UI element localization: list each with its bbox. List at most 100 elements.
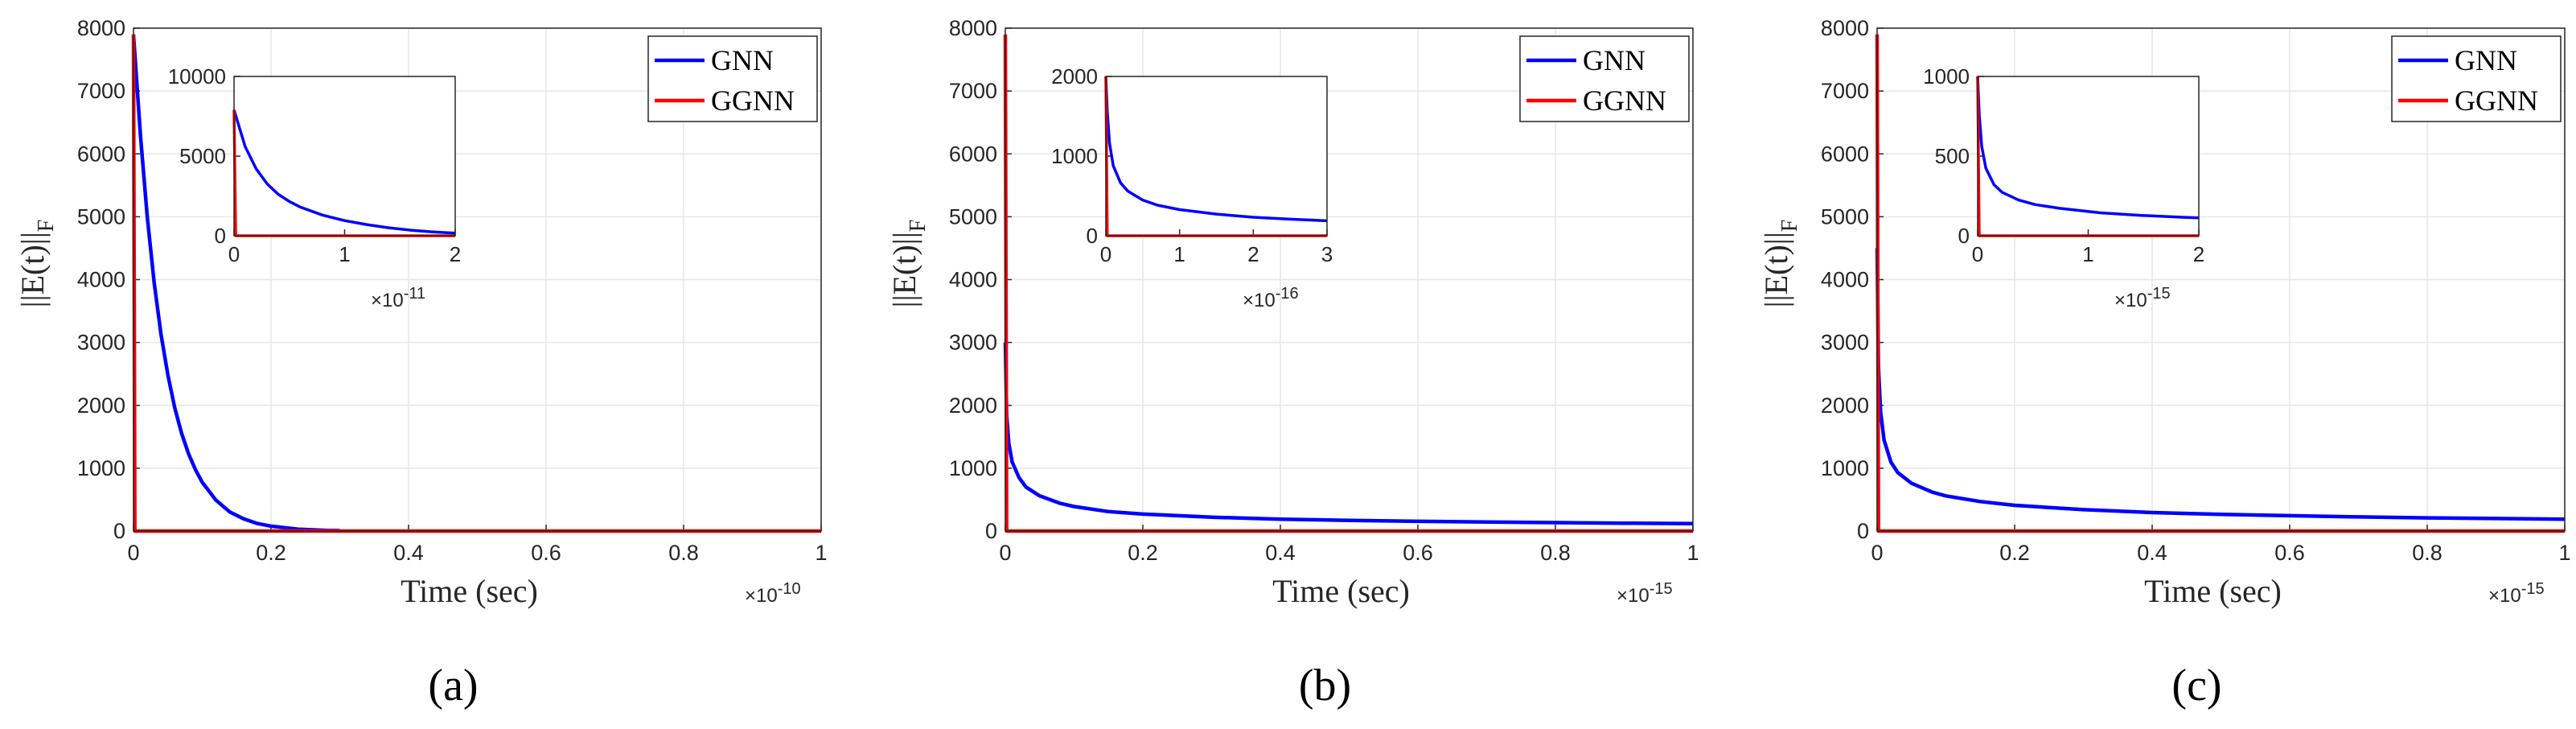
panel-a-inset-y-tick-label: 10000 (168, 64, 226, 89)
panel-c-axes-frame (1876, 27, 2566, 532)
panel-c-y-tick-label: 6000 (1821, 142, 1869, 166)
panel-a-x-tick-label: 0 (127, 541, 139, 565)
panel-b-axes-frame (1005, 27, 1694, 532)
panel-a-x-tick-label: 0.6 (531, 541, 561, 565)
panel-c-caption: (c) (2171, 661, 2221, 710)
panel-a-y-tick-label: 5000 (77, 204, 125, 229)
panel-b-inset: 0 1 2 3 0 1000 2000 ×10-16 (1051, 64, 1333, 311)
panel-c-inset-x-tick-label: 1 (2082, 242, 2093, 266)
panel-b-x-tick-label: 0.6 (1403, 541, 1433, 565)
panel-b-y-tick-label: 8000 (949, 16, 997, 40)
panel-b-x-tick-label: 1 (1687, 541, 1699, 565)
panel-b-y-axis-label: ||E(t)||F (886, 220, 931, 308)
panel-b-legend-label-ggnn: GGNN (1583, 84, 1666, 117)
panel-a-inset: 0 1 2 0 5000 10000 ×10-11 (168, 64, 462, 311)
panel-c-y-tick-label: 2000 (1821, 393, 1869, 418)
panel-a-y-tick-label: 6000 (77, 142, 125, 166)
panel-b-inset-axes-frame (1105, 76, 1328, 237)
panel-c-legend (2391, 35, 2562, 122)
panel-b-inset-plot-area (1106, 76, 1327, 236)
panel-b-x-tick-label: 0.8 (1540, 541, 1571, 565)
panel-c-x-tick-label: 0.4 (2137, 541, 2167, 565)
panel-b-y-tick-label: 6000 (949, 142, 997, 166)
panel-c-inset-y-tick-label: 0 (1958, 224, 1970, 248)
panel-b-inset-x-tick-label: 3 (1321, 242, 1333, 266)
panel-a-y-tick-label: 4000 (77, 268, 125, 292)
panel-b-legend-label-gnn: GNN (1583, 44, 1645, 76)
panel-b-x-tick-label: 0.4 (1265, 541, 1296, 565)
panel-a-legend (647, 35, 818, 122)
panel-c-x-tick-label: 0 (1871, 541, 1883, 565)
panel-c-y-tick-label: 7000 (1821, 79, 1869, 103)
panel-a-x-tick-label: 0.2 (256, 541, 286, 565)
panel-c-inset-x-multiplier: ×10-15 (2114, 285, 2171, 311)
panel-c-legend-label-ggnn: GGNN (2455, 84, 2538, 117)
panel-b-y-tick-label: 5000 (949, 204, 997, 229)
panel-c-y-axis-label: ||E(t)||F (1758, 220, 1802, 308)
panel-c-y-tick-label: 3000 (1821, 331, 1869, 355)
panel-b-inset-y-tick-label: 0 (1087, 224, 1098, 248)
panel-a-inset-x-tick-label: 0 (228, 242, 240, 266)
panel-a-inset-y-tick-label: 0 (215, 224, 226, 248)
panel-b-x-multiplier: ×10-15 (1617, 580, 1673, 607)
panel-b-x-tick-label: 0.2 (1128, 541, 1158, 565)
panel-b-y-tick-label: 1000 (949, 456, 997, 480)
panel-a-y-axis-label: ||E(t)||F (14, 220, 59, 308)
panel-c-y-tick-label: 1000 (1821, 456, 1869, 480)
panel-b-y-tick-label: 3000 (949, 331, 997, 355)
panel-c-x-tick-label: 0.8 (2412, 541, 2442, 565)
panel-b: 0 0.2 0.4 0.6 0.8 1 0 1000 2000 3000 4000 5000 6000 7… (886, 16, 1699, 710)
panel-b-inset-series-gnn-line (1104, 76, 1328, 223)
panel-a: 0 0.2 0.4 0.6 0.8 1 0 1000 2000 3000 4000 5000 6000 7… (14, 16, 828, 710)
panel-b-legend (1519, 35, 1690, 122)
panel-a-x-axis-label: Time (sec) (401, 573, 538, 609)
panel-c-inset-plot-area (1978, 76, 2199, 236)
panel-c-x-axis-label: Time (sec) (2144, 573, 2282, 609)
panel-a-inset-x-tick-label: 2 (450, 242, 461, 266)
panel-b-series-gnn-line (1003, 342, 1694, 526)
panel-c-y-tick-label: 0 (1857, 519, 1869, 543)
panel-c: 0 0.2 0.4 0.6 0.8 101000200030004000500060007… (1758, 16, 2571, 710)
panel-a-y-tick-label: 7000 (77, 79, 125, 103)
panel-c-inset-series-gnn-line (1976, 76, 2200, 220)
panel-a-legend-label-ggnn: GGNN (711, 84, 795, 117)
panel-c-inset-axes-frame (1977, 76, 2200, 237)
panel-a-y-tick-label: 8000 (77, 16, 125, 40)
panel-c-legend-label-gnn: GNN (2455, 44, 2517, 76)
panel-b-x-axis-label: Time (sec) (1272, 573, 1410, 609)
panel-c-inset: 0 1 2 0 500 1000 ×10-15 (1923, 64, 2204, 311)
panel-b-y-tick-label: 0 (985, 519, 997, 543)
panel-a-inset-x-multiplier: ×10-11 (371, 285, 425, 311)
panel-b-y-tick-label: 7000 (949, 79, 997, 103)
panel-b-inset-x-tick-label: 2 (1247, 242, 1259, 266)
panel-a-legend-label-gnn: GNN (711, 44, 774, 76)
panel-b-inset-y-tick-label: 2000 (1051, 64, 1098, 89)
panel-c-y-tick-label: 8000 (1821, 16, 1869, 40)
panel-a-series-gnn-line (131, 34, 340, 533)
panel-c-series-gnn-line (1875, 248, 2566, 521)
panel-a-y-tick-label: 0 (113, 519, 125, 543)
panel-b-y-tick-label: 2000 (949, 393, 997, 418)
panel-a-inset-plot-area (234, 76, 455, 236)
panel-a-inset-axes-frame (233, 76, 456, 237)
panel-b-x-tick-label: 0 (999, 541, 1011, 565)
panel-c-y-tick-label: 5000 (1821, 204, 1869, 229)
panel-a-x-tick-label: 0.8 (668, 541, 699, 565)
panel-b-y-tick-label: 4000 (949, 268, 997, 292)
panel-b-inset-x-tick-label: 1 (1173, 242, 1185, 266)
panel-c-inset-x-tick-label: 2 (2193, 242, 2204, 266)
panel-a-x-multiplier: ×10-10 (745, 580, 801, 607)
panel-c-x-tick-label: 0.2 (1999, 541, 2030, 565)
panel-c-x-multiplier: ×10-15 (2488, 580, 2545, 607)
panel-a-y-tick-label: 2000 (77, 393, 125, 418)
panel-a-x-tick-label: 0.4 (393, 541, 424, 565)
panel-c-inset-y-tick-label: 500 (1935, 144, 1970, 168)
panel-a-inset-x-tick-label: 1 (339, 242, 350, 266)
panel-c-inset-y-tick-label: 1000 (1923, 64, 1970, 89)
panel-c-x-tick-label: 0.6 (2274, 541, 2305, 565)
panel-c-y-tick-label: 4000 (1821, 268, 1869, 292)
panel-a-axes-frame (133, 27, 822, 532)
panel-b-inset-x-tick-label: 0 (1100, 242, 1111, 266)
panel-a-caption: (a) (428, 661, 478, 710)
